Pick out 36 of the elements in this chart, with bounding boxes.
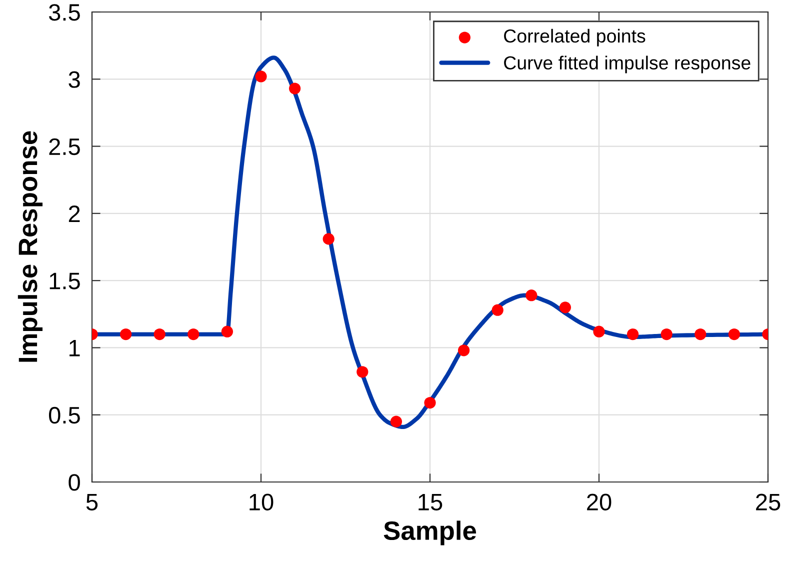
point	[559, 302, 572, 314]
y-axis-title: Impulse Response	[18, 131, 43, 362]
legend-label: Curve fitted impulse response	[504, 56, 750, 74]
point	[424, 396, 436, 409]
point	[390, 416, 402, 428]
y-tick-label: 2	[68, 205, 80, 222]
point	[356, 366, 368, 378]
point	[728, 328, 740, 340]
x-tick-label: 5	[86, 494, 98, 510]
y-tick-label: 3.5	[48, 4, 80, 21]
point	[288, 82, 301, 94]
x-tick-label: 20	[587, 494, 612, 510]
y-tick-label: 2.5	[49, 138, 80, 156]
x-tick-label: 25	[756, 494, 780, 510]
point	[626, 328, 639, 340]
point	[322, 233, 334, 245]
point	[593, 326, 605, 338]
y-tick-label: 0	[68, 474, 80, 491]
point	[526, 290, 538, 302]
point	[660, 328, 672, 340]
point	[154, 328, 166, 340]
point	[221, 326, 234, 338]
y-tick-label: 0.5	[48, 406, 80, 424]
legend-label: Correlated points	[504, 28, 646, 46]
point	[458, 344, 470, 356]
point	[694, 328, 706, 340]
x-tick-label: 15	[418, 494, 442, 510]
point	[120, 328, 132, 340]
x-tick-label: 10	[250, 494, 274, 510]
point	[255, 70, 267, 82]
y-tick-label: 3	[68, 71, 80, 88]
x-axis-title: Sample	[384, 520, 476, 546]
point	[188, 328, 200, 340]
point	[492, 304, 504, 316]
y-tick-label: 1	[70, 340, 80, 356]
y-tick-label: 1.5	[50, 272, 80, 290]
